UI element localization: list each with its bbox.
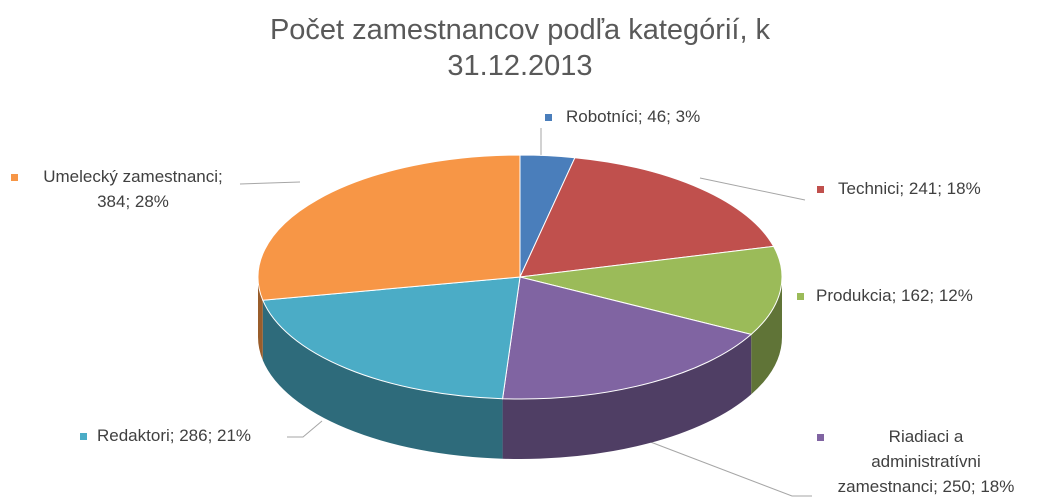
sides (258, 277, 782, 459)
slice-side (262, 300, 503, 459)
slice (519, 245, 783, 335)
slice (519, 157, 775, 278)
legend-marker (797, 293, 804, 300)
leader-line (287, 420, 323, 438)
data-label: Produkcia; 162; 12% (816, 286, 973, 305)
data-label: Redaktori; 286; 21% (97, 426, 252, 445)
leader-line (639, 437, 812, 497)
legend-marker (545, 114, 552, 121)
data-label: Riadiaci a administratívni zamestnanci; … (837, 427, 1015, 496)
legend-marker (817, 434, 824, 441)
legend-marker (817, 186, 824, 193)
slice (502, 276, 753, 400)
leader-line (239, 181, 301, 185)
data-label: Technici; 241; 18% (838, 179, 981, 198)
data-label: Robotníci; 46; 3% (566, 107, 701, 126)
tops (257, 154, 783, 400)
slice-side (751, 277, 782, 395)
legend-marker (11, 174, 18, 181)
slice (262, 276, 521, 400)
slice-side (502, 334, 752, 459)
chart-title: Počet zamestnancov podľa kategórií, k 31… (269, 14, 771, 82)
data-label: Umelecký zamestnanci; 384; 28% (43, 167, 223, 211)
legend-marker (80, 433, 87, 440)
slice (257, 154, 521, 301)
leader-line (699, 177, 806, 201)
